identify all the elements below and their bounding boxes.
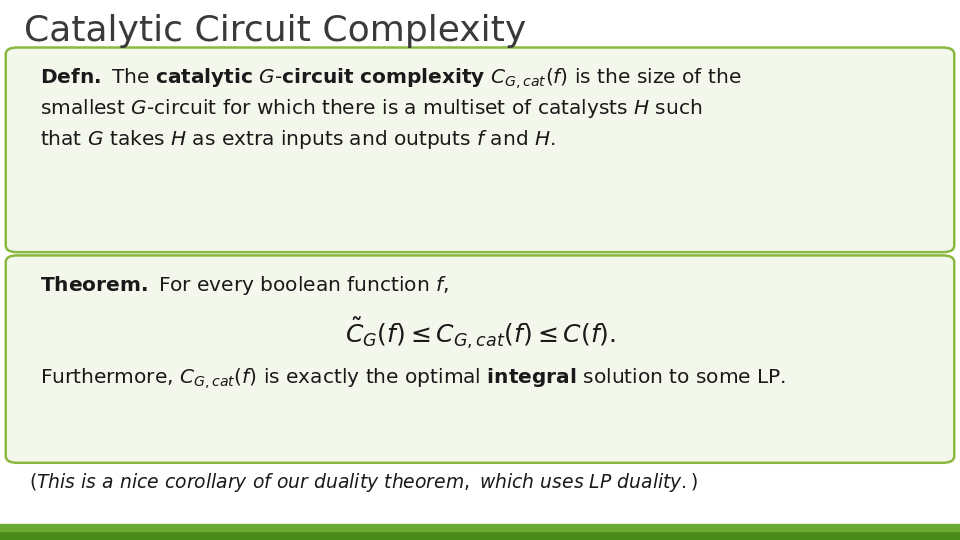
Text: $\mathbf{Theorem.}$ For every boolean function $f$,: $\mathbf{Theorem.}$ For every boolean fu… [40,274,449,297]
Text: $(This\ is\ a\ nice\ corollary\ of\ our\ duality\ theorem,\ which\ uses\ LP\ dua: $(This\ is\ a\ nice\ corollary\ of\ our\… [29,471,698,494]
Text: $\tilde{C}_G(f) \leq C_{G,cat}(f) \leq C(f).$: $\tilde{C}_G(f) \leq C_{G,cat}(f) \leq C… [345,316,615,351]
Text: Furthermore, $C_{G,cat}(f)$ is exactly the optimal $\mathbf{integral}$ solution : Furthermore, $C_{G,cat}(f)$ is exactly t… [40,366,786,391]
Text: that $G$ takes $H$ as extra inputs and outputs $f$ and $H$.: that $G$ takes $H$ as extra inputs and o… [40,128,556,151]
Text: $\mathbf{Defn.}$ The $\mathbf{catalytic}$ $G\mathbf{\text{-}circuit\ complexity}: $\mathbf{Defn.}$ The $\mathbf{catalytic}… [40,66,742,91]
Bar [0,524,960,531]
Bar [0,531,960,540]
FancyBboxPatch shape [6,255,954,463]
FancyBboxPatch shape [6,48,954,252]
Text: smallest $G$-circuit for which there is a multiset of catalysts $H$ such: smallest $G$-circuit for which there is … [40,97,703,120]
Text: Catalytic Circuit Complexity: Catalytic Circuit Complexity [24,14,526,48]
